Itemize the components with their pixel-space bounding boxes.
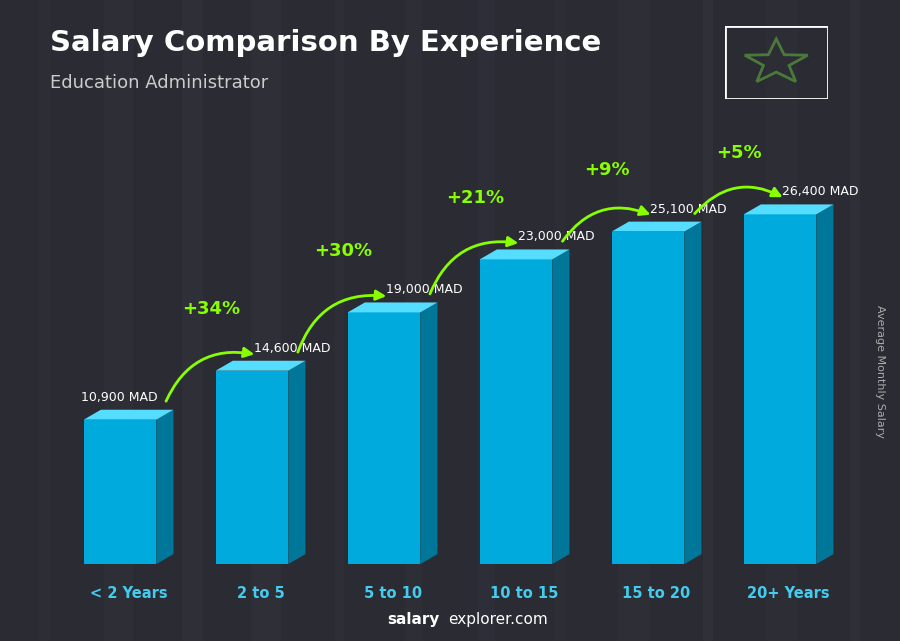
Polygon shape [743,204,833,214]
Polygon shape [216,370,288,564]
Text: +34%: +34% [182,300,240,318]
Bar [619,0,649,641]
Polygon shape [743,214,816,564]
Polygon shape [612,222,701,231]
Polygon shape [157,410,174,564]
Text: 23,000 MAD: 23,000 MAD [518,231,595,244]
Text: 2 to 5: 2 to 5 [237,586,284,601]
Polygon shape [420,303,437,564]
Text: 15 to 20: 15 to 20 [623,586,690,601]
Text: 26,400 MAD: 26,400 MAD [782,185,859,199]
Polygon shape [684,222,701,564]
Polygon shape [84,410,174,420]
Bar [255,0,277,641]
Text: 19,000 MAD: 19,000 MAD [386,283,463,297]
Polygon shape [347,312,420,564]
Polygon shape [480,260,553,564]
Text: +30%: +30% [314,242,372,260]
Polygon shape [347,303,437,312]
Polygon shape [816,204,833,564]
Bar [335,0,345,641]
Bar [402,0,424,641]
Text: explorer.com: explorer.com [448,612,548,627]
Polygon shape [216,361,305,370]
Bar [848,0,862,641]
Bar [549,0,572,641]
Bar [474,0,500,641]
Text: +21%: +21% [446,189,504,207]
Polygon shape [553,249,570,564]
Polygon shape [288,361,305,564]
Polygon shape [480,249,570,260]
Polygon shape [612,231,684,564]
Polygon shape [84,420,157,564]
Bar [699,0,716,641]
Text: 5 to 10: 5 to 10 [364,586,421,601]
Bar [103,0,134,641]
Text: salary: salary [387,612,439,627]
Text: 14,600 MAD: 14,600 MAD [254,342,330,354]
Text: Salary Comparison By Experience: Salary Comparison By Experience [50,29,601,57]
Text: 10,900 MAD: 10,900 MAD [81,391,158,404]
Bar [775,0,788,641]
Bar [35,0,55,641]
Text: < 2 Years: < 2 Years [90,586,167,601]
Text: 20+ Years: 20+ Years [747,586,830,601]
Text: 10 to 15: 10 to 15 [491,586,559,601]
Bar [183,0,202,641]
Text: +9%: +9% [584,161,630,179]
Text: 25,100 MAD: 25,100 MAD [650,203,726,215]
Text: +5%: +5% [716,144,761,162]
Text: Education Administrator: Education Administrator [50,74,268,92]
Text: Average Monthly Salary: Average Monthly Salary [875,305,886,438]
